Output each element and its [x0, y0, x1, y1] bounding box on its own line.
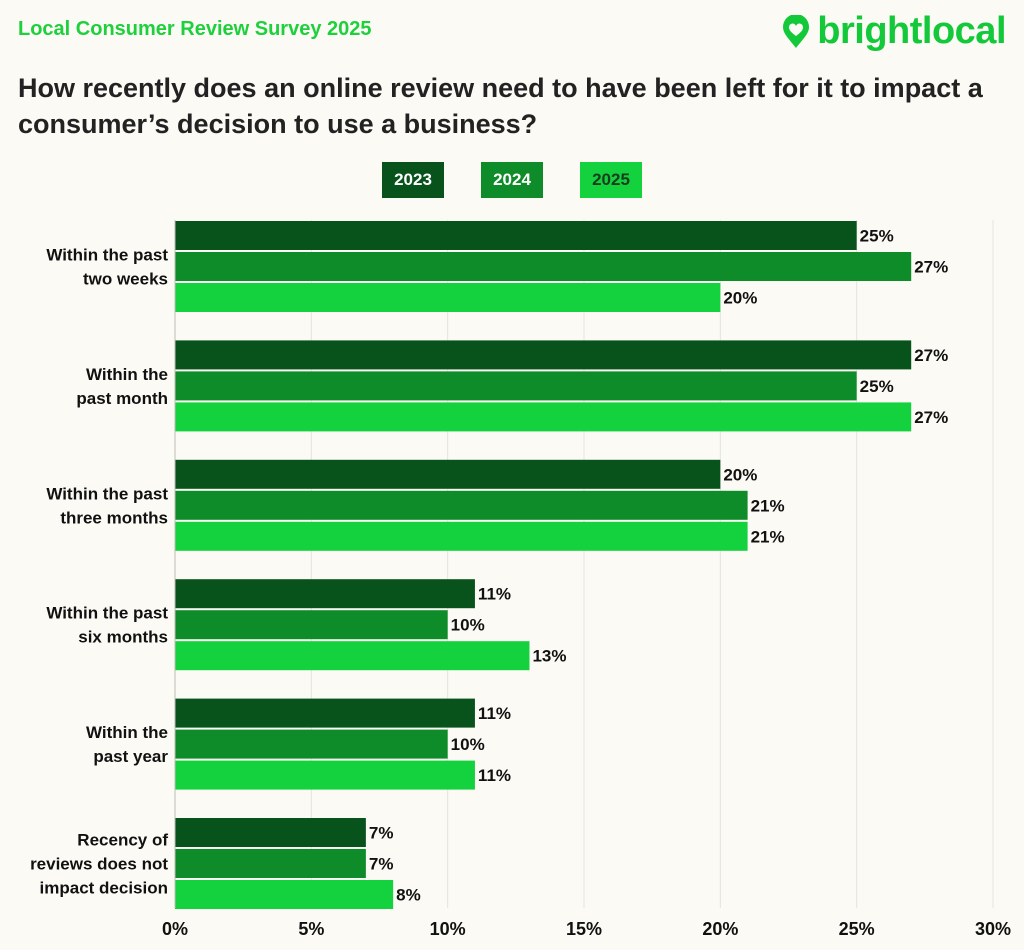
survey-title: Local Consumer Review Survey 2025 — [18, 18, 372, 40]
value-label: 25% — [860, 227, 894, 246]
category-label: impact decision — [40, 879, 168, 898]
category-label: three months — [60, 508, 168, 527]
value-label: 10% — [451, 735, 485, 754]
legend-2023: 2023 — [382, 162, 444, 198]
bar-2023 — [175, 459, 721, 489]
category-label: Within the past — [46, 604, 168, 623]
category-label: Within the — [86, 723, 168, 742]
category-label: Within the — [86, 365, 168, 384]
value-label: 10% — [451, 616, 485, 635]
x-tick-label: 5% — [298, 919, 324, 939]
bar-2025 — [175, 641, 530, 671]
bar-2025 — [175, 760, 475, 790]
value-label: 27% — [914, 408, 948, 427]
chart-question: How recently does an online review need … — [18, 73, 983, 139]
x-tick-label: 25% — [839, 919, 875, 939]
x-tick-label: 20% — [702, 919, 738, 939]
value-label: 25% — [860, 377, 894, 396]
value-label: 8% — [396, 886, 421, 905]
value-label: 11% — [478, 766, 511, 785]
legend-2024: 2024 — [481, 162, 543, 198]
bar-2025 — [175, 521, 748, 551]
location-heart-icon — [783, 14, 810, 48]
bar-2025 — [175, 283, 721, 312]
value-label: 20% — [723, 465, 757, 484]
bar-2024 — [175, 729, 448, 759]
x-tick-label: 0% — [162, 919, 188, 939]
category-label: past month — [76, 389, 168, 408]
value-label: 7% — [369, 824, 394, 843]
category-label: past year — [93, 747, 168, 766]
category-label: two weeks — [83, 270, 168, 289]
value-label: 13% — [532, 647, 566, 666]
bar-2023 — [175, 818, 366, 847]
value-label: 11% — [478, 704, 511, 723]
legend: 2023 2024 2025 — [0, 162, 1024, 198]
category-label: six months — [78, 628, 168, 647]
value-label: 21% — [751, 527, 785, 546]
brand-logo: brightlocal — [781, 10, 1006, 53]
bar-chart: 25% 27% 20% Within the past two weeks 27% 25% 2… — [30, 220, 1011, 939]
bar-2024 — [175, 490, 748, 520]
category-label: Within the past — [46, 484, 168, 503]
x-tick-label: 30% — [975, 919, 1011, 939]
value-label: 27% — [914, 346, 948, 365]
value-label: 7% — [369, 855, 394, 874]
brand-name: brightlocal — [817, 10, 1006, 52]
bar-2024 — [175, 371, 857, 401]
category-label: Recency of — [77, 831, 168, 850]
bar-2025 — [175, 880, 394, 909]
category-label: Within the past — [46, 246, 168, 265]
value-label: 20% — [723, 289, 757, 308]
legend-2025: 2025 — [580, 162, 642, 198]
bar-2023 — [175, 698, 475, 728]
bar-2024 — [175, 252, 912, 281]
value-label: 11% — [478, 585, 511, 604]
bar-2023 — [175, 221, 857, 250]
category-label: reviews does not — [30, 855, 168, 874]
bar-2024 — [175, 610, 448, 640]
bar-2024 — [175, 849, 366, 878]
bar-2023 — [175, 340, 912, 370]
value-label: 27% — [914, 258, 948, 277]
bar-2025 — [175, 402, 912, 432]
bar-2023 — [175, 579, 475, 609]
value-label: 21% — [751, 496, 785, 515]
x-tick-label: 15% — [566, 919, 602, 939]
x-tick-label: 10% — [430, 919, 466, 939]
